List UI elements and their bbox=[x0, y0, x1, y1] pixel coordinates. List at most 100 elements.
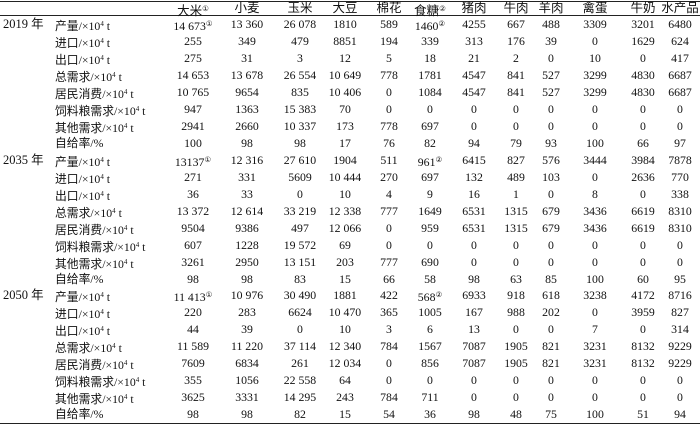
table-cell: 3261 bbox=[181, 255, 205, 269]
table-cell: 13 bbox=[468, 322, 480, 336]
table-cell: 918 bbox=[507, 288, 525, 302]
table-cell: 66 bbox=[383, 272, 395, 286]
table-cell: 9654 bbox=[235, 85, 259, 99]
table-cell: 821 bbox=[542, 339, 560, 353]
table-cell: 98 bbox=[468, 272, 480, 286]
table-cell: 2 bbox=[513, 51, 519, 65]
table-cell: 58 bbox=[424, 272, 436, 286]
year-label: 2050 年 bbox=[3, 288, 44, 302]
table-cell: 0 bbox=[548, 187, 554, 201]
table-cell: 690 bbox=[421, 255, 439, 269]
table-cell: 0 bbox=[513, 102, 519, 116]
table-cell: 261 bbox=[291, 356, 309, 370]
column-header: 牛肉 bbox=[503, 1, 529, 15]
year-label: 2035 年 bbox=[3, 153, 44, 167]
table-cell: 0 bbox=[471, 373, 477, 387]
table-cell: 0 bbox=[592, 390, 598, 404]
table-cell: 0 bbox=[548, 238, 554, 252]
row-label: 饲料粮需求/×104 t bbox=[55, 375, 146, 389]
table-cell: 338 bbox=[671, 187, 689, 201]
table-cell: 4830 bbox=[631, 68, 655, 82]
table-cell: 98 bbox=[241, 407, 253, 421]
table-cell: 6624 bbox=[288, 305, 312, 319]
table-cell: 961② bbox=[417, 155, 443, 169]
row-label: 产量/×104 t bbox=[55, 155, 111, 169]
row-label: 饲料粮需求/×104 t bbox=[55, 104, 146, 118]
table-cell: 0 bbox=[471, 255, 477, 269]
table-cell: 4547 bbox=[462, 85, 486, 99]
table-cell: 497 bbox=[291, 221, 309, 235]
table-cell: 314 bbox=[671, 322, 689, 336]
table-cell: 11 413① bbox=[173, 290, 213, 304]
table-cell: 98 bbox=[241, 136, 253, 150]
table-cell: 132 bbox=[465, 170, 483, 184]
table-cell: 9504 bbox=[181, 221, 205, 235]
footnote-mark: ② bbox=[435, 290, 443, 299]
table-cell: 3959 bbox=[631, 305, 655, 319]
table-cell: 18 bbox=[424, 51, 436, 65]
table-cell: 220 bbox=[184, 305, 202, 319]
table-cell: 1629 bbox=[631, 34, 655, 48]
table-cell: 3984 bbox=[631, 153, 655, 167]
table-cell: 13 360 bbox=[230, 17, 264, 31]
row-label: 总需求/×104 t bbox=[55, 70, 122, 84]
table-cell: 365 bbox=[380, 305, 398, 319]
table-cell: 947 bbox=[184, 102, 202, 116]
table-cell: 0 bbox=[471, 102, 477, 116]
table-cell: 8310 bbox=[668, 221, 692, 235]
table-cell: 103 bbox=[542, 170, 560, 184]
table-cell: 9229 bbox=[668, 339, 692, 353]
table-cell: 8310 bbox=[668, 204, 692, 218]
table-cell: 10 bbox=[589, 51, 601, 65]
table-cell: 3201 bbox=[631, 17, 655, 31]
table-cell: 6531 bbox=[462, 204, 486, 218]
table-cell: 15 bbox=[339, 272, 351, 286]
table-cell: 1005 bbox=[418, 305, 442, 319]
table-cell: 777 bbox=[380, 204, 398, 218]
table-top-rule bbox=[0, 1, 700, 3]
table-cell: 1 bbox=[513, 187, 519, 201]
table-cell: 10 bbox=[339, 187, 351, 201]
table-cell: 1228 bbox=[235, 238, 259, 252]
table-cell: 54 bbox=[383, 407, 395, 421]
table-cell: 283 bbox=[238, 305, 256, 319]
footnote-mark: ① bbox=[202, 4, 209, 13]
table-cell: 255 bbox=[184, 34, 202, 48]
table-cell: 667 bbox=[507, 17, 525, 31]
table-cell: 589 bbox=[380, 17, 398, 31]
table-cell: 11 589 bbox=[176, 339, 209, 353]
table-cell: 8132 bbox=[631, 356, 655, 370]
table-cell: 3436 bbox=[583, 221, 607, 235]
table-cell: 6619 bbox=[631, 204, 655, 218]
row-label: 进口/×104 t bbox=[55, 172, 111, 186]
table-cell: 4547 bbox=[462, 68, 486, 82]
table-cell: 13137① bbox=[174, 155, 212, 169]
table-cell: 0 bbox=[592, 102, 598, 116]
table-cell: 51 bbox=[637, 407, 649, 421]
table-cell: 39 bbox=[545, 34, 557, 48]
table-cell: 417 bbox=[671, 51, 689, 65]
table-cell: 0 bbox=[677, 238, 683, 252]
table-cell: 12 bbox=[339, 51, 351, 65]
table-cell: 784 bbox=[380, 339, 398, 353]
table-cell: 70 bbox=[339, 102, 351, 116]
table-cell: 13 678 bbox=[230, 68, 264, 82]
column-header: 禽蛋 bbox=[582, 1, 608, 15]
table-cell: 0 bbox=[297, 322, 303, 336]
table-cell: 679 bbox=[542, 204, 560, 218]
table-cell: 0 bbox=[592, 238, 598, 252]
table-cell: 15 bbox=[339, 407, 351, 421]
table-cell: 66 bbox=[637, 136, 649, 150]
table-cell: 19 572 bbox=[283, 238, 317, 252]
table-cell: 203 bbox=[336, 255, 354, 269]
table-cell: 1460② bbox=[414, 19, 446, 33]
table-cell: 12 034 bbox=[328, 356, 362, 370]
column-header: 棉花 bbox=[376, 1, 402, 15]
table-cell: 63 bbox=[510, 272, 522, 286]
table-cell: 4830 bbox=[631, 85, 655, 99]
table-cell: 0 bbox=[386, 102, 392, 116]
table-cell: 1363 bbox=[235, 102, 259, 116]
table-cell: 6687 bbox=[668, 68, 692, 82]
table-cell: 0 bbox=[427, 373, 433, 387]
table-cell: 6933 bbox=[462, 288, 486, 302]
